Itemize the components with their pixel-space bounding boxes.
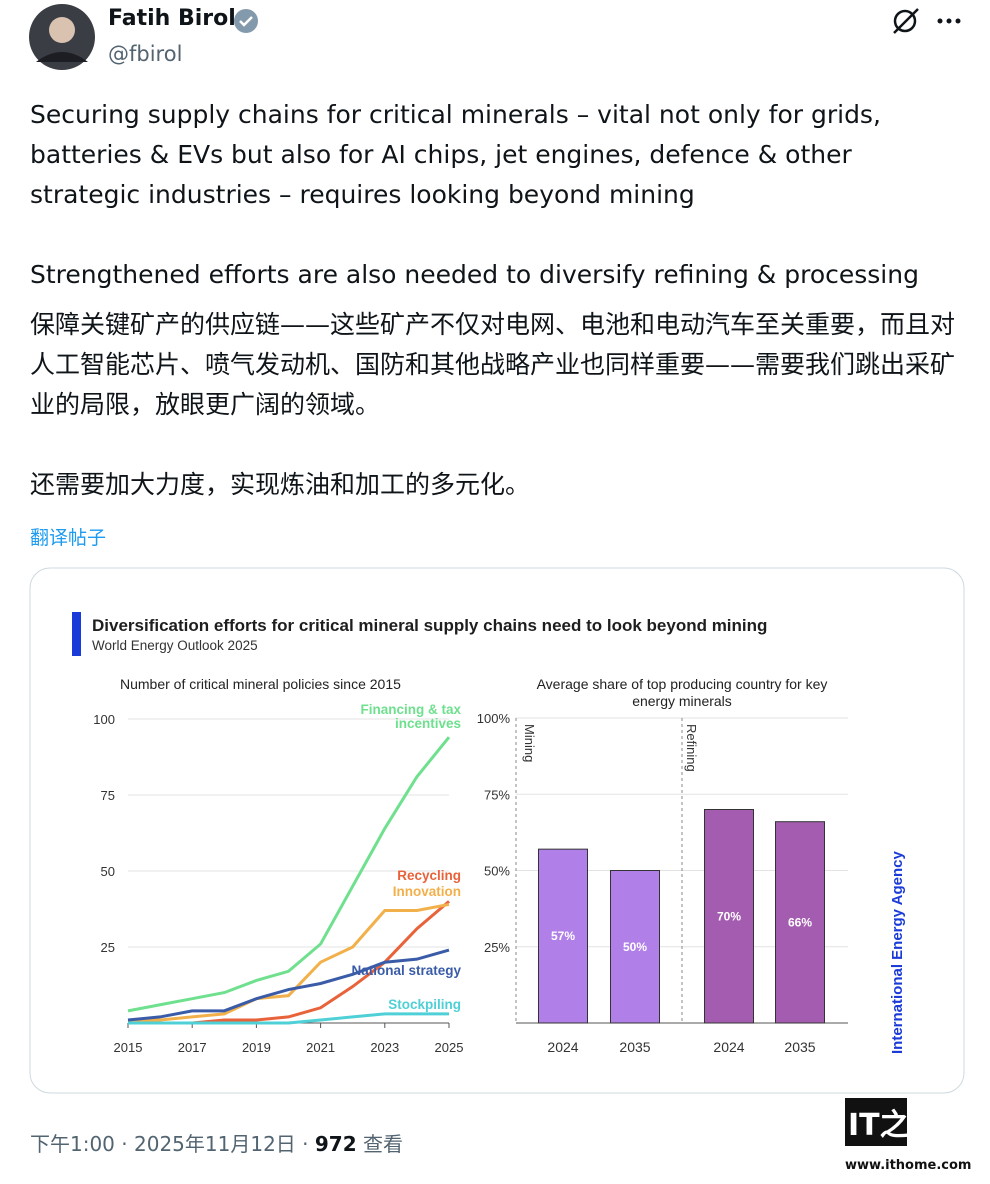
date[interactable]: 2025年11月12日 — [134, 1132, 296, 1156]
series-line — [128, 902, 450, 1022]
more-icon[interactable] — [937, 18, 961, 24]
y-tick-label: 75 — [101, 788, 115, 803]
value-label: 50% — [623, 940, 647, 954]
watermark-box — [845, 1098, 907, 1146]
series-label: Financing & tax incentives — [360, 702, 461, 731]
bar — [538, 848, 588, 1024]
verified-badge — [234, 9, 258, 33]
author-handle[interactable]: @fbirol — [108, 42, 183, 66]
x-tick-label: 2019 — [242, 1040, 271, 1055]
y-tick-label: 50% — [484, 864, 510, 879]
x-tick-label: 2024 — [713, 1039, 744, 1055]
x-tick-label: 2021 — [306, 1040, 335, 1055]
x-tick-label: 2023 — [370, 1040, 399, 1055]
left-chart-title: Number of critical mineral policies sinc… — [120, 676, 401, 692]
y-tick-label: 100 — [93, 712, 115, 727]
x-tick-label: 2035 — [784, 1039, 815, 1055]
series-label: Recycling — [397, 868, 461, 883]
card-title: Diversification efforts for critical min… — [92, 616, 767, 635]
x-tick-label: 2024 — [547, 1039, 578, 1055]
post-text: 还需要加大力度，实现炼油和加工的多元化。 — [30, 470, 531, 499]
views-label: 查看 — [362, 1132, 403, 1156]
x-tick-label: 2017 — [178, 1040, 207, 1055]
value-label: 66% — [788, 915, 812, 929]
bar — [775, 821, 825, 1024]
y-tick-label: 100% — [477, 711, 511, 726]
grok-icon[interactable] — [893, 8, 919, 34]
value-label: 57% — [551, 929, 575, 943]
bar — [704, 809, 754, 1024]
watermark-url: www.ithome.com — [845, 1158, 972, 1173]
translate-link[interactable]: 翻译帖子 — [30, 527, 107, 549]
x-tick-label: 2015 — [114, 1040, 143, 1055]
value-label: 70% — [717, 909, 741, 923]
source: International Energy Agency — [889, 851, 906, 1054]
series-label: Innovation — [392, 884, 461, 899]
verified-check — [239, 16, 253, 27]
separator: · — [121, 1132, 128, 1156]
y-tick-label: 25 — [101, 940, 115, 955]
group-label: Mining — [522, 724, 537, 762]
y-tick-label: 50 — [101, 864, 115, 879]
post-meta: 下午1:00 · 2025年11月12日 · 972 查看 — [30, 1128, 403, 1157]
post-text: Strengthened efforts are also needed to … — [30, 260, 919, 289]
plots: 25 50 75 100 2015 2017 2019 2021 2023 2025 25% 50% 7… — [93, 711, 848, 1055]
right-chart-title: Average share of top producing country f… — [536, 676, 828, 709]
views: 972 — [314, 1132, 357, 1156]
avatar-suit — [36, 52, 88, 62]
x-tick-label: 2035 — [619, 1039, 650, 1055]
title-accent — [72, 612, 81, 656]
watermark-logo: IT之家 — [848, 1108, 940, 1143]
series-label: Stockpiling — [388, 997, 461, 1012]
series-line — [128, 1012, 449, 1025]
y-tick-label: 75% — [484, 787, 510, 802]
avatar-face — [49, 17, 75, 43]
card-subtitle: World Energy Outlook 2025 — [92, 638, 258, 653]
y-tick-label: 25% — [484, 940, 510, 955]
series-label: National strategy — [351, 963, 461, 978]
time[interactable]: 下午1:00 — [30, 1132, 115, 1156]
post-text: 保障关键矿产的供应链——这些矿产不仅对电网、电池和电动汽车至关重要，而且对人工智… — [30, 310, 956, 419]
group-label: Refining — [684, 724, 699, 772]
author-name[interactable]: Fatih Birol — [108, 6, 236, 31]
separator: · — [302, 1132, 309, 1156]
x-tick-label: 2025 — [435, 1040, 464, 1055]
post-text: Securing supply chains for critical mine… — [30, 100, 881, 209]
series-line — [127, 736, 451, 1013]
series-line — [127, 948, 450, 1022]
bar — [610, 870, 660, 1024]
